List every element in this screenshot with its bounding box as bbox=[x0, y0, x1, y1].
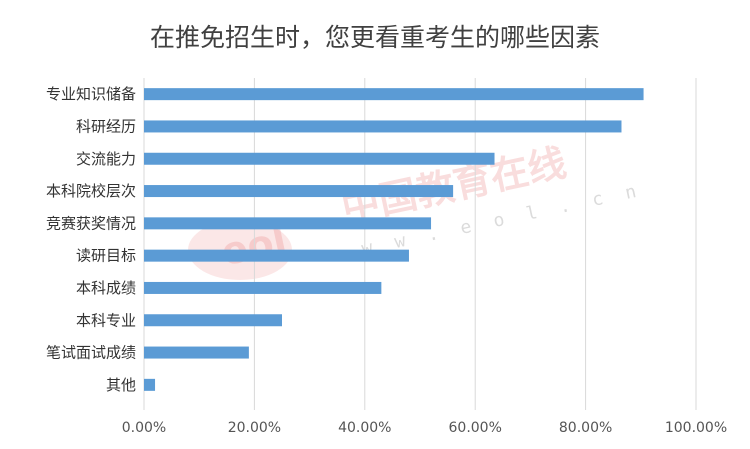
category-label: 竞赛获奖情况 bbox=[46, 214, 136, 232]
x-tick-label: 60.00% bbox=[449, 420, 502, 436]
category-label: 科研经历 bbox=[76, 117, 136, 135]
bar bbox=[144, 346, 249, 359]
bar bbox=[144, 281, 382, 294]
bar bbox=[144, 249, 409, 262]
x-tick-label: 40.00% bbox=[338, 420, 391, 436]
category-label: 本科院校层次 bbox=[46, 182, 136, 200]
category-label: 读研目标 bbox=[76, 247, 136, 265]
bar bbox=[144, 88, 644, 101]
x-tick-label: 0.00% bbox=[122, 420, 166, 436]
category-label: 本科专业 bbox=[76, 311, 136, 329]
x-tick-label: 100.00% bbox=[665, 420, 727, 436]
category-label: 本科成绩 bbox=[76, 279, 136, 297]
x-tick-label: 80.00% bbox=[559, 420, 612, 436]
x-tick-label: 20.00% bbox=[228, 420, 281, 436]
category-label: 其他 bbox=[106, 376, 136, 394]
bar bbox=[144, 314, 282, 327]
bar bbox=[144, 185, 454, 198]
chart-title: 在推免招生时，您更看重考生的哪些因素 bbox=[149, 23, 600, 52]
category-label: 专业知识储备 bbox=[46, 85, 136, 103]
category-label: 笔试面试成绩 bbox=[46, 344, 136, 362]
bar bbox=[144, 120, 622, 133]
bar bbox=[144, 378, 156, 391]
category-label: 交流能力 bbox=[76, 150, 136, 168]
bar bbox=[144, 217, 432, 230]
bar bbox=[144, 152, 495, 165]
